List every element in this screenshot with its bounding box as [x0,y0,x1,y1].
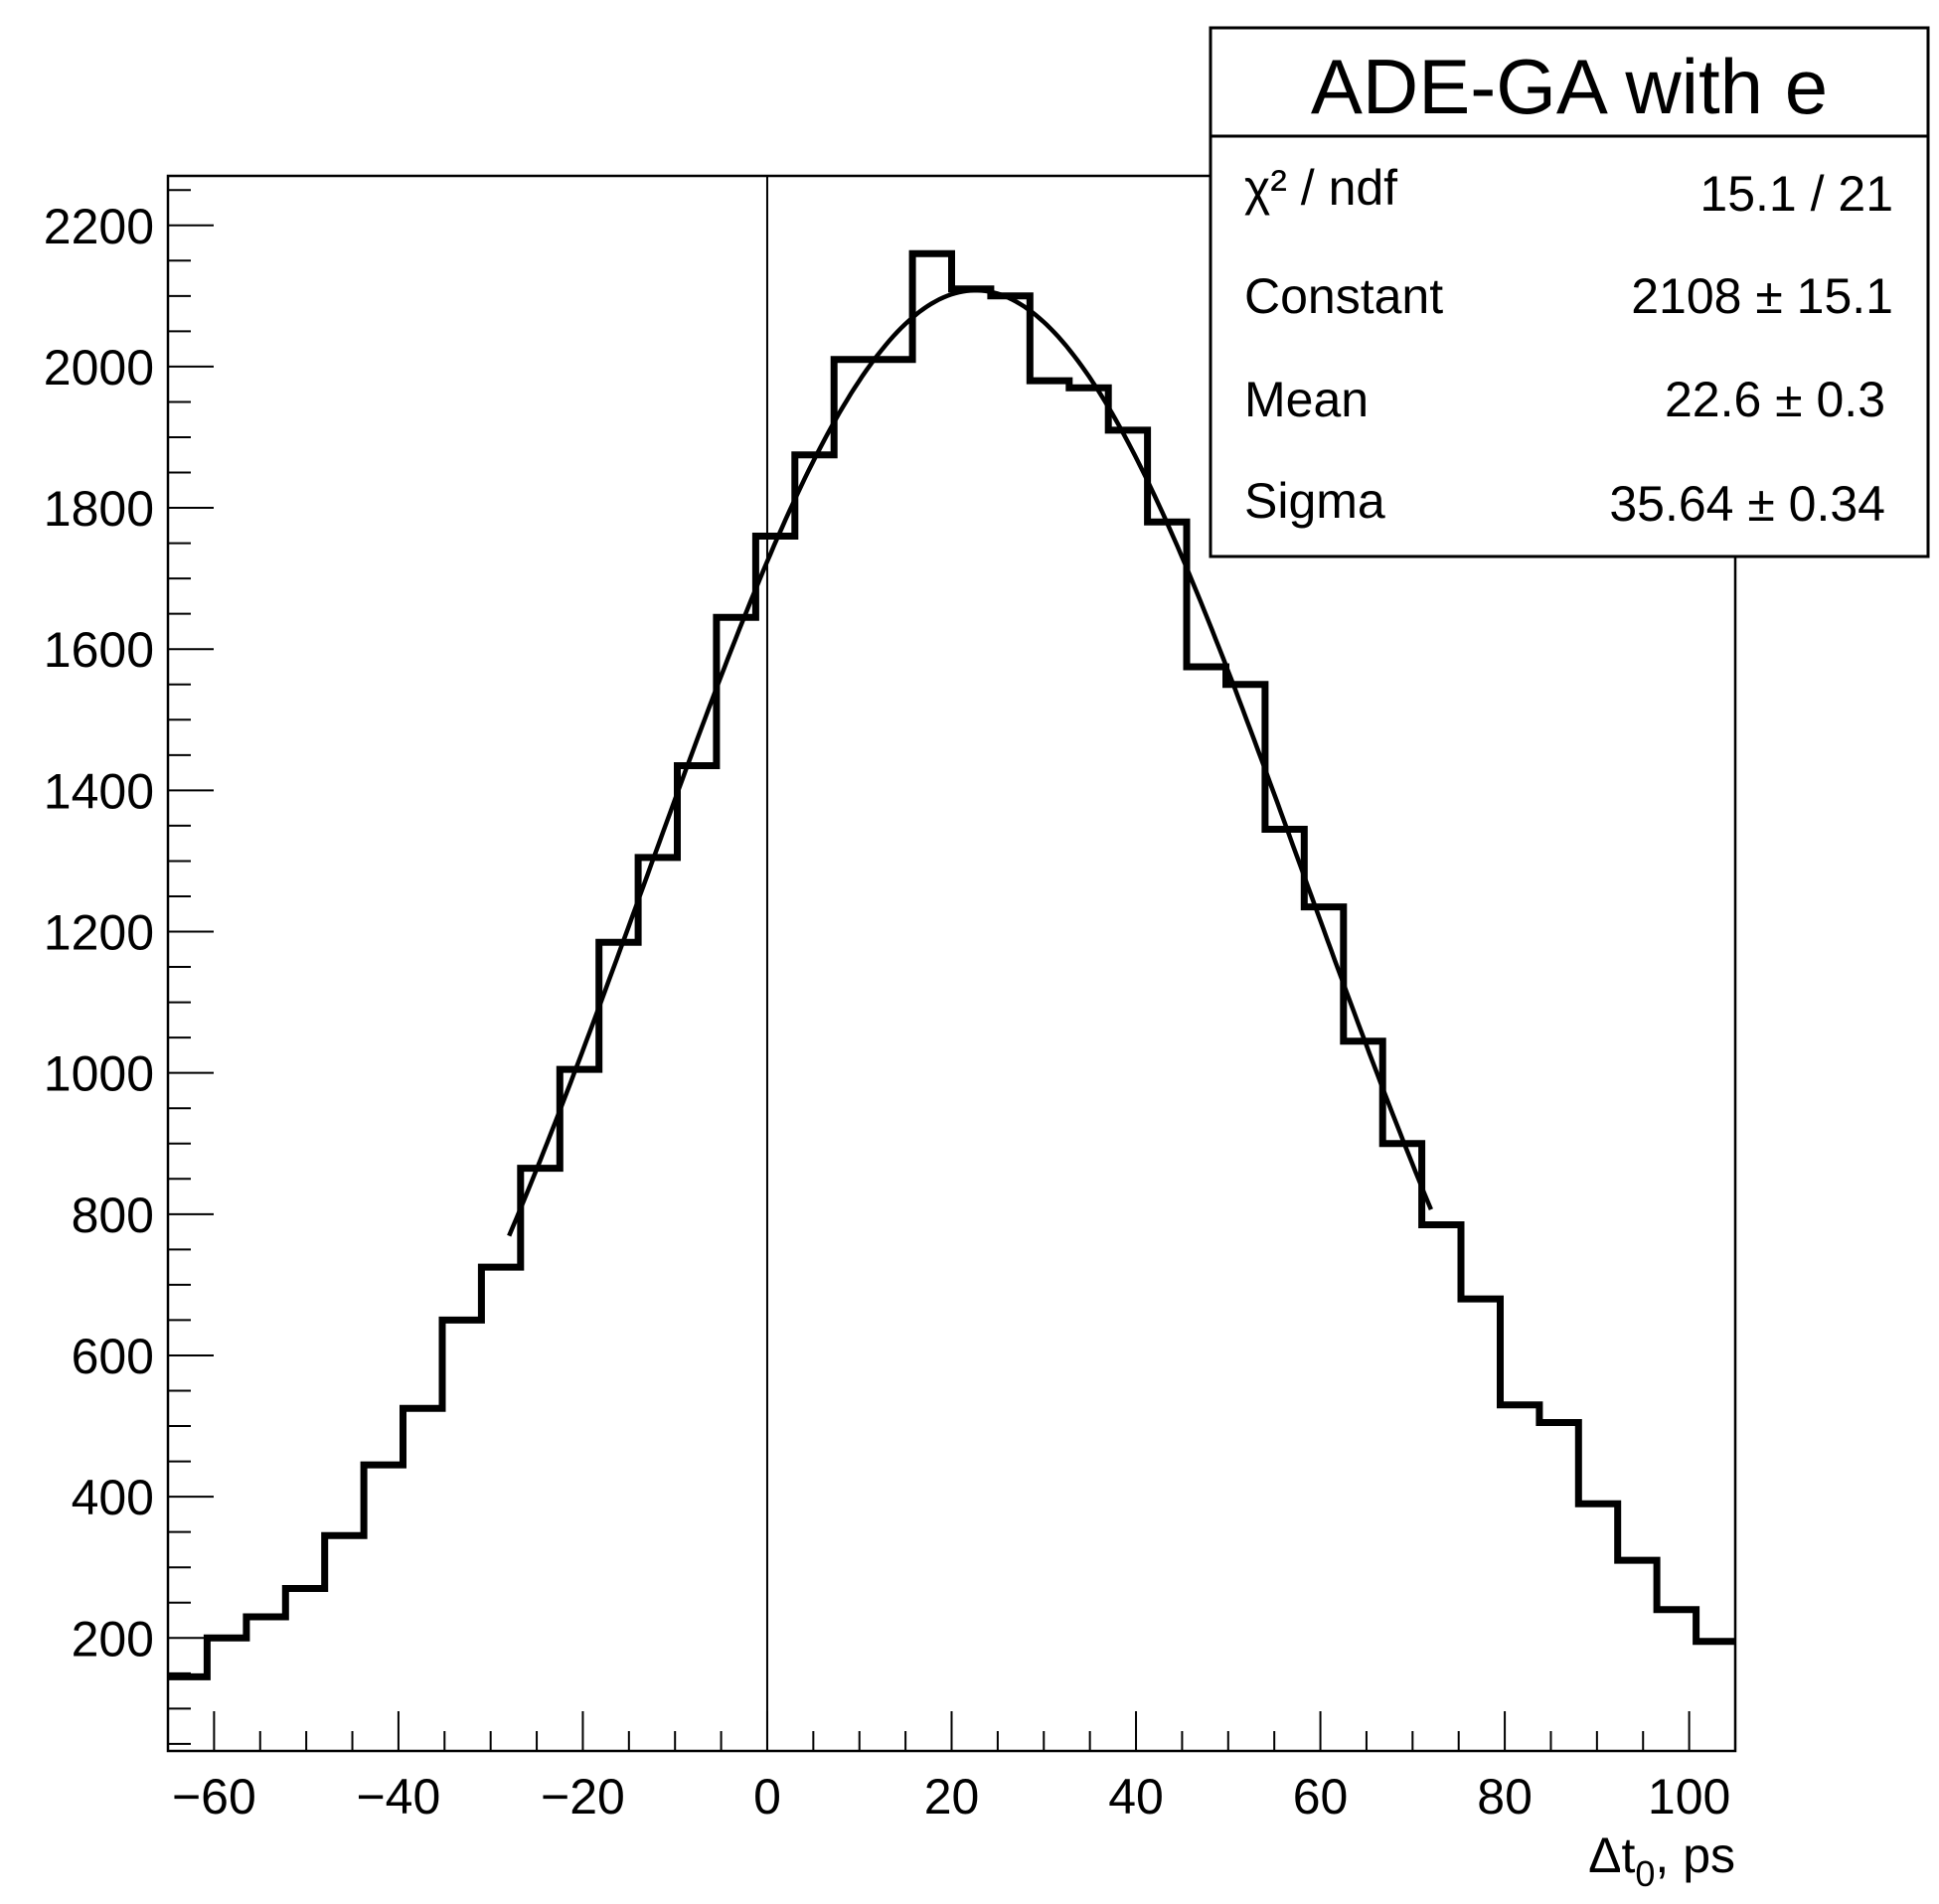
stat-label-mean: Mean [1244,372,1369,427]
stats-box-frame [1209,26,1930,558]
histogram-bin [325,1535,364,1751]
histogram-bin [874,360,912,1751]
y-tick-label: 1200 [44,905,154,961]
histogram-bin [952,289,991,1751]
x-tick-label: 100 [1648,1769,1730,1825]
y-tick-label: 1000 [44,1046,154,1102]
tick-label-layer: −60 −40 −20 0 20 40 60 80 100 200 400 600 800 1000 120… [44,199,1731,1825]
x-tick-label: −40 [356,1769,440,1825]
stat-label-constant: Constant [1244,268,1443,324]
histogram-bin [638,858,677,1751]
histogram-bin [442,1320,481,1751]
histogram-bin [560,1069,598,1751]
histogram-bin [1618,1560,1657,1751]
x-tick-label: −60 [172,1769,256,1825]
histogram-bin [246,1617,285,1751]
histogram-bin [755,536,794,1751]
histogram-bin [991,296,1030,1751]
histogram-bin [1461,1299,1500,1751]
histogram-bin [285,1589,324,1751]
histogram-bin [1304,907,1343,1751]
histogram-bin [795,455,834,1751]
histogram-bin [678,765,717,1751]
histogram-bin [1697,1642,1735,1751]
x-tick-label: 60 [1293,1769,1349,1825]
x-tick-label: 40 [1108,1769,1164,1825]
y-tick-label: 2000 [44,340,154,396]
histogram-bin [521,1169,560,1751]
y-tick-label: 1800 [44,481,154,537]
histogram-bin [1030,381,1068,1751]
histogram-bin [207,1638,245,1751]
x-tick-label: 80 [1477,1769,1533,1825]
histogram-bin [834,360,873,1751]
histogram-outline [168,249,1735,1680]
histogram-bin [168,1676,207,1751]
histogram-bin [1500,1405,1538,1751]
y-tick-label: 1400 [44,763,154,819]
y-tick-label: 2200 [44,199,154,254]
histogram-bin [1187,667,1225,1751]
histogram-bin [1344,1041,1382,1751]
plot-frame [166,174,1737,1753]
histogram-bin [1382,1144,1421,1751]
histogram-bin [717,617,755,1751]
stats-box: ADE-GA with e χ² / ndf 15.1 / 21 Constan… [1209,26,1930,558]
histogram-bin [404,1408,442,1751]
stat-value-sigma: 35.64 ± 0.34 [1609,476,1885,532]
histogram-bin [1265,829,1304,1751]
y-tick-label: 800 [72,1188,154,1243]
stat-value-chi2: 15.1 / 21 [1699,166,1893,222]
stat-label-sigma: Sigma [1244,473,1385,529]
x-tick-label: 0 [753,1769,781,1825]
histogram-bin [1148,522,1187,1751]
histogram-bin [364,1465,403,1751]
histogram-bin [1422,1224,1461,1751]
stat-value-mean: 22.6 ± 0.3 [1665,372,1885,427]
x-tick-label: 20 [924,1769,980,1825]
histogram-bin [1578,1504,1617,1751]
histogram-bin [599,942,638,1751]
histogram-bin [912,253,951,1751]
x-tick-label: −20 [541,1769,625,1825]
stats-box-title: ADE-GA with e [1311,43,1828,130]
histogram-bin [1657,1610,1696,1751]
data-layer [168,249,1735,1751]
fit-layer [507,287,1433,1237]
y-tick-label: 200 [72,1611,154,1666]
y-tick-label: 1600 [44,622,154,678]
y-tick-label: 600 [72,1329,154,1384]
y-tick-label: 400 [72,1470,154,1525]
histogram-bin [1069,388,1108,1751]
stat-value-constant: 2108 ± 15.1 [1631,268,1893,324]
histogram-bin [1108,430,1147,1751]
histogram-bin [1225,685,1264,1751]
histogram-bin [1539,1422,1578,1751]
x-axis-label: Δt0, ps [1588,1827,1735,1894]
histogram-bin [481,1267,520,1751]
gaussian-fit-curve [507,287,1433,1237]
stat-label-chi2: χ² / ndf [1244,160,1397,216]
